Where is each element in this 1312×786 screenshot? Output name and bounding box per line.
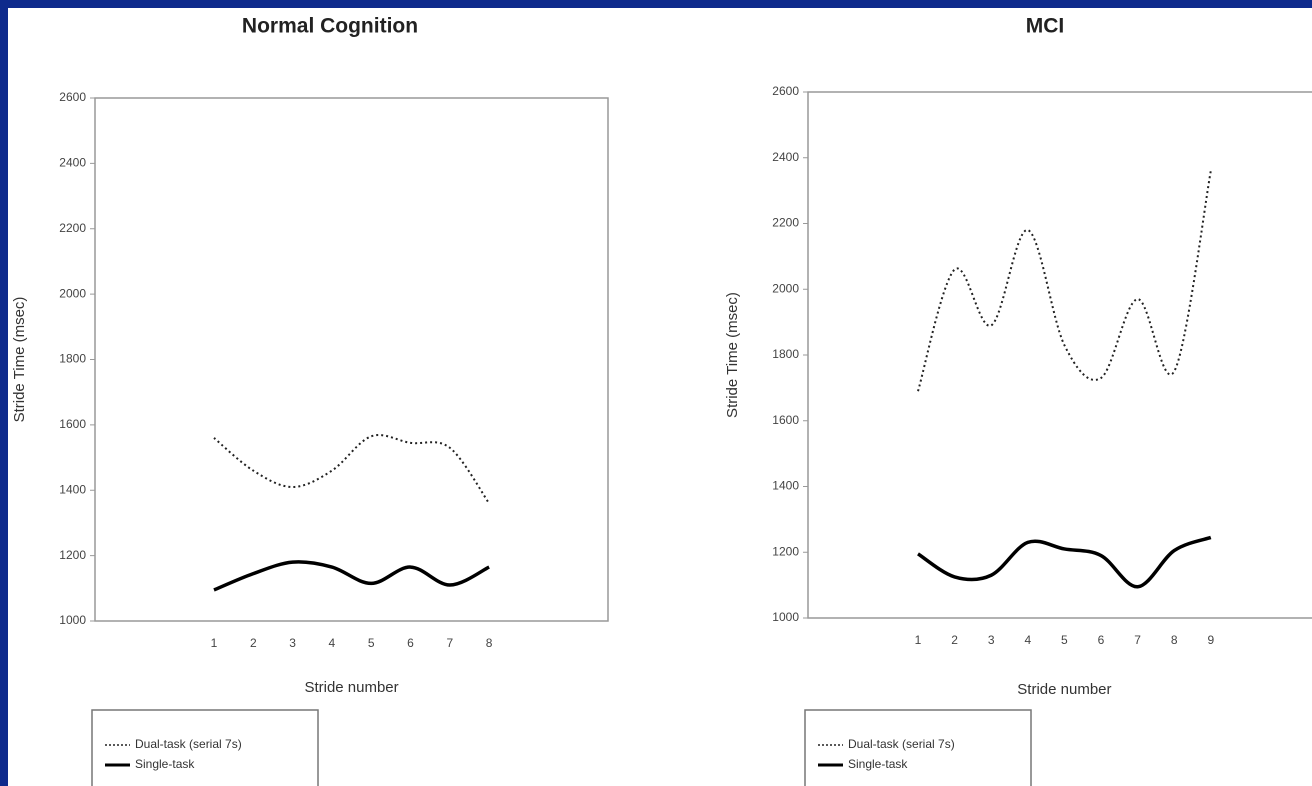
data-line	[917, 535, 1212, 589]
data-line	[213, 434, 490, 504]
y-tick-label: 2000	[772, 281, 799, 295]
legend-label: Single-task	[135, 757, 195, 771]
x-tick-label: 6	[407, 636, 414, 650]
chart-title: Normal Cognition	[242, 15, 418, 38]
legend-label: Dual-task (serial 7s)	[135, 737, 242, 751]
x-tick-label: 3	[289, 636, 296, 650]
y-tick-label: 2600	[59, 90, 86, 104]
panel	[8, 8, 1312, 786]
x-tick-label: 7	[446, 636, 453, 650]
y-tick-label: 1000	[59, 613, 86, 627]
x-tick-label: 8	[1171, 633, 1178, 647]
y-tick-label: 2200	[59, 221, 86, 235]
y-tick-label: 1200	[772, 544, 799, 558]
y-tick-label: 2400	[772, 150, 799, 164]
x-tick-label: 1	[915, 633, 922, 647]
x-tick-label: 6	[1098, 633, 1105, 647]
y-tick-label: 1800	[59, 352, 86, 366]
y-tick-label: 1400	[59, 482, 86, 496]
x-tick-label: 5	[1061, 633, 1068, 647]
y-tick-label: 1600	[772, 413, 799, 427]
x-tick-label: 5	[368, 636, 375, 650]
legend-box	[804, 709, 1032, 786]
y-tick-label: 2600	[772, 84, 799, 98]
chart-title: MCI	[1026, 15, 1065, 38]
x-axis-label: Stride number	[304, 679, 398, 696]
y-axis-label: Stride Time (msec)	[724, 292, 741, 418]
x-tick-label: 4	[329, 636, 336, 650]
x-tick-label: 1	[211, 636, 218, 650]
data-line	[213, 560, 490, 592]
x-tick-label: 3	[988, 633, 995, 647]
data-line	[917, 170, 1212, 392]
x-tick-label: 9	[1207, 633, 1214, 647]
legend-box	[91, 709, 319, 786]
legend-label: Dual-task (serial 7s)	[848, 737, 955, 751]
x-tick-label: 2	[951, 633, 958, 647]
y-axis-label: Stride Time (msec)	[11, 297, 28, 423]
x-tick-label: 4	[1024, 633, 1031, 647]
x-tick-label: 7	[1134, 633, 1141, 647]
x-tick-label: 8	[486, 636, 493, 650]
x-tick-label: 2	[250, 636, 257, 650]
y-tick-label: 1600	[59, 417, 86, 431]
x-axis-label: Stride number	[1017, 681, 1111, 698]
y-tick-label: 1400	[772, 479, 799, 493]
y-tick-label: 2400	[59, 156, 86, 170]
y-tick-label: 2000	[59, 286, 86, 300]
y-tick-label: 2200	[772, 216, 799, 230]
y-tick-label: 1800	[772, 347, 799, 361]
y-tick-label: 1200	[59, 548, 86, 562]
y-tick-label: 1000	[772, 610, 799, 624]
legend-label: Single-task	[848, 757, 908, 771]
